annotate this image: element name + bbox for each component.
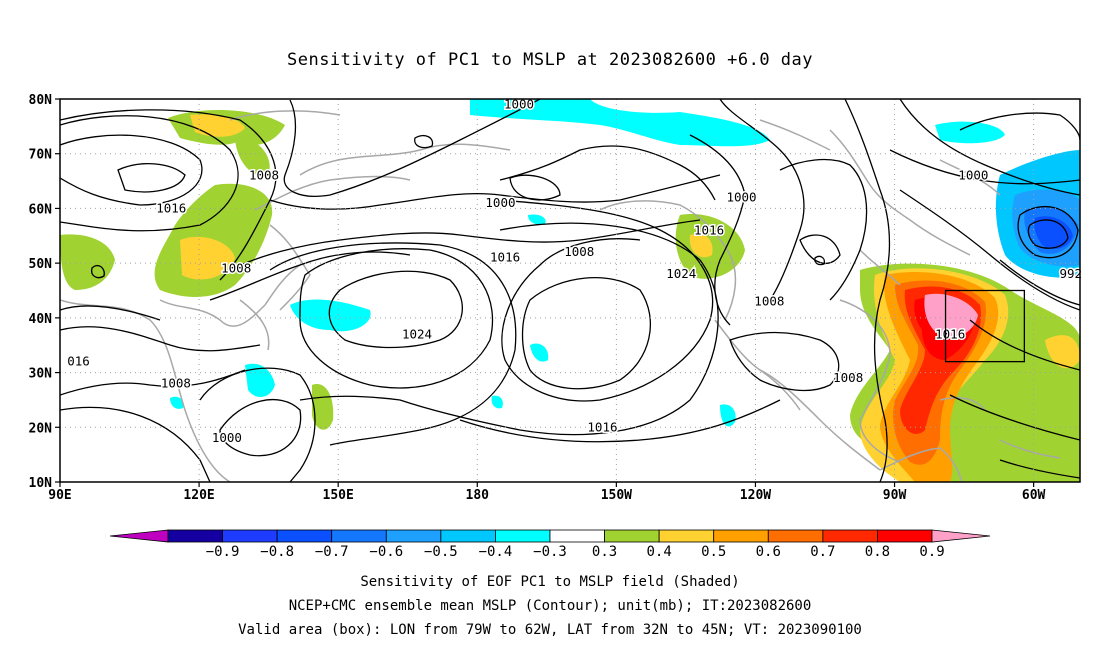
colorbar-label: −0.5 bbox=[424, 544, 458, 560]
contour-label: 1008 bbox=[161, 376, 191, 391]
colorbar-swatch bbox=[549, 529, 605, 543]
sensitivity-shading bbox=[60, 99, 1080, 482]
positive-shade-region bbox=[924, 293, 978, 339]
contour-label: 1016 bbox=[490, 250, 520, 265]
colorbar-label: 0.3 bbox=[592, 544, 617, 560]
lat-tick-label: 60N bbox=[29, 202, 53, 217]
footer-line-2: NCEP+CMC ensemble mean MSLP (Contour); u… bbox=[288, 598, 812, 614]
negative-shade-region bbox=[530, 343, 549, 362]
negative-shade-region bbox=[720, 404, 736, 427]
contour-label: 992 bbox=[1059, 266, 1082, 281]
contour-label: 1008 bbox=[249, 168, 279, 183]
colorbar-swatch bbox=[331, 529, 387, 543]
lat-tick-label: 30N bbox=[29, 367, 53, 382]
lat-tick-label: 50N bbox=[29, 257, 53, 272]
colorbar-low-arrow bbox=[109, 529, 169, 543]
colorbar-swatch bbox=[822, 529, 878, 543]
lon-tick-label: 60W bbox=[1022, 488, 1046, 503]
negative-shade-region bbox=[170, 396, 184, 409]
coastlines bbox=[60, 110, 1061, 482]
lon-tick-label: 120W bbox=[740, 488, 771, 503]
contour-label: 1000 bbox=[212, 430, 242, 445]
colorbar-label: 0.8 bbox=[865, 544, 890, 560]
negative-shade-region bbox=[245, 363, 275, 397]
lat-tick-label: 10N bbox=[29, 476, 53, 491]
colorbar-label: −0.8 bbox=[260, 544, 294, 560]
colorbar-label: −0.7 bbox=[315, 544, 349, 560]
lon-tick-label: 120E bbox=[183, 488, 214, 503]
colorbar-label: 0.7 bbox=[810, 544, 835, 560]
contour-label: 1024 bbox=[402, 326, 432, 341]
positive-shade-region bbox=[689, 233, 713, 258]
lon-tick-label: 150E bbox=[323, 488, 354, 503]
positive-shade-region bbox=[60, 234, 115, 290]
map-title: Sensitivity of PC1 to MSLP at 2023082600… bbox=[286, 50, 813, 70]
valid-area-box bbox=[944, 289, 1026, 363]
positive-shade-region bbox=[312, 384, 334, 430]
colorbar-swatch bbox=[167, 529, 223, 543]
colorbar-swatch bbox=[877, 529, 933, 543]
contour-label: 1016 bbox=[156, 200, 186, 215]
lat-tick-label: 20N bbox=[29, 421, 53, 436]
colorbar-label: 0.5 bbox=[701, 544, 726, 560]
negative-shade-region bbox=[470, 99, 770, 147]
colorbar-swatch bbox=[385, 529, 442, 543]
colorbar-swatch bbox=[713, 529, 769, 543]
negative-shade-region bbox=[935, 121, 1005, 144]
colorbar-swatch bbox=[658, 529, 715, 543]
lon-tick-label: 150W bbox=[601, 488, 632, 503]
contour-label: 1016 bbox=[587, 419, 617, 434]
contour-labels: 1000 1008 1016 1000 1000 1016 1008 1016 1008 1024… bbox=[66, 95, 1084, 447]
colorbar-label: −0.9 bbox=[206, 544, 240, 560]
positive-shade-region bbox=[235, 139, 270, 176]
contour-label: 016 bbox=[67, 354, 90, 369]
negative-shade-region bbox=[491, 395, 503, 409]
negative-shade-region bbox=[528, 214, 546, 225]
contour-label: 1000 bbox=[958, 168, 988, 183]
colorbar-label: −0.4 bbox=[479, 544, 513, 560]
contour-label: 1008 bbox=[754, 293, 784, 308]
map-frame bbox=[59, 98, 1081, 483]
contour-label: 1016 bbox=[694, 222, 724, 237]
negative-shade-region bbox=[1034, 216, 1073, 249]
colorbar-swatch bbox=[276, 529, 333, 543]
footer-line-1: Sensitivity of EOF PC1 to MSLP field (Sh… bbox=[360, 574, 740, 590]
contour-label: 1008 bbox=[564, 244, 594, 259]
contour-label: 1000 bbox=[726, 189, 756, 204]
mslp-contours bbox=[60, 99, 1080, 482]
colorbar-label: 0.9 bbox=[919, 544, 944, 560]
contour-label: 1016 bbox=[935, 326, 965, 341]
colorbar-swatch bbox=[495, 529, 551, 543]
colorbar-swatch bbox=[222, 529, 278, 543]
positive-shade-region bbox=[1045, 335, 1080, 369]
colorbar-swatch bbox=[767, 529, 824, 543]
colorbar-high-arrow bbox=[931, 529, 991, 543]
positive-shade-region bbox=[180, 236, 235, 280]
contour-label: 1024 bbox=[666, 266, 696, 281]
colorbar-label: 0.4 bbox=[646, 544, 671, 560]
colorbar-label: −0.6 bbox=[369, 544, 403, 560]
contour-label: 1000 bbox=[485, 195, 515, 210]
lat-tick-label: 70N bbox=[29, 148, 53, 163]
lat-tick-label: 40N bbox=[29, 312, 53, 327]
lon-tick-label: 180 bbox=[466, 488, 490, 503]
map-gridlines bbox=[60, 99, 1080, 482]
footer-line-3: Valid area (box): LON from 79W to 62W, L… bbox=[238, 622, 862, 638]
negative-shade-region bbox=[290, 299, 371, 332]
colorbar-swatch bbox=[604, 529, 660, 543]
colorbar-label: 0.6 bbox=[756, 544, 781, 560]
lon-tick-label: 90E bbox=[48, 488, 71, 503]
colorbar-label: −0.3 bbox=[533, 544, 567, 560]
contour-label: 1008 bbox=[221, 261, 251, 276]
lon-tick-label: 90W bbox=[883, 488, 907, 503]
colorbar-swatch bbox=[440, 529, 496, 543]
lat-tick-label: 80N bbox=[29, 93, 53, 108]
contour-label: 1008 bbox=[833, 370, 863, 385]
colorbar: −0.9 −0.8 −0.7 −0.6 −0.5 −0.4 −0.3 0.3 0.4 0.5 0.6… bbox=[109, 529, 991, 560]
